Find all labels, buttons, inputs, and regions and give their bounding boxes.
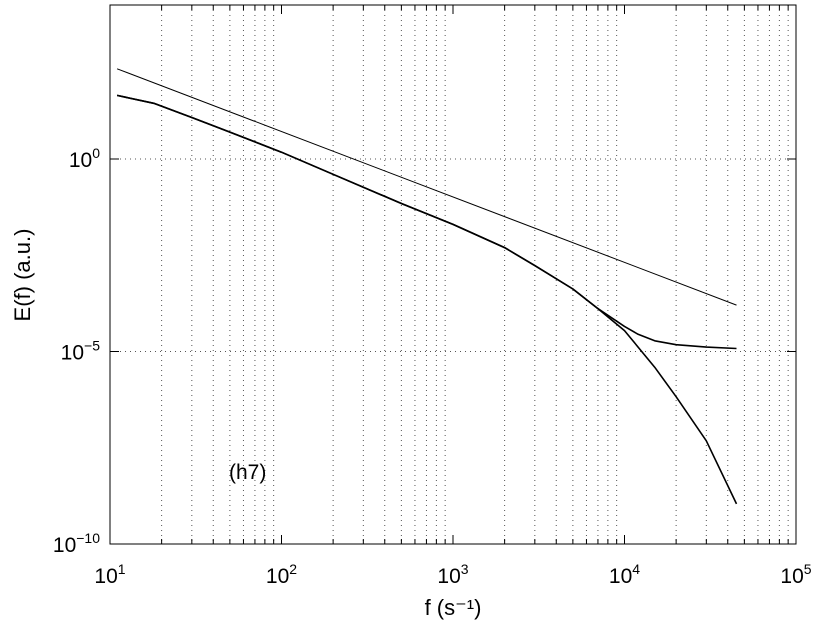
- panel-annotation: (h7): [229, 461, 266, 484]
- y-tick-labels: 10−10 10−5 100: [53, 145, 100, 557]
- plot-area: [110, 5, 796, 544]
- x-tick-label: 104: [609, 561, 640, 588]
- series-line-3: [116, 68, 737, 306]
- y-tick-label: 100: [69, 145, 100, 172]
- x-tick-label: 105: [780, 561, 811, 588]
- axis-ticks: [109, 5, 796, 545]
- data-series: [116, 68, 738, 505]
- series-line-2: [116, 94, 738, 505]
- x-tick-label: 101: [94, 561, 125, 588]
- x-axis-label: f (s⁻¹): [425, 595, 482, 620]
- y-tick-label: 10−5: [61, 338, 101, 365]
- x-tick-label: 102: [266, 561, 297, 588]
- y-axis-label: E(f) (a.u.): [10, 229, 35, 322]
- y-tick-label: 10−10: [53, 530, 100, 557]
- x-tick-labels: 101 102 103 104 105: [94, 561, 811, 588]
- x-tick-label: 103: [437, 561, 468, 588]
